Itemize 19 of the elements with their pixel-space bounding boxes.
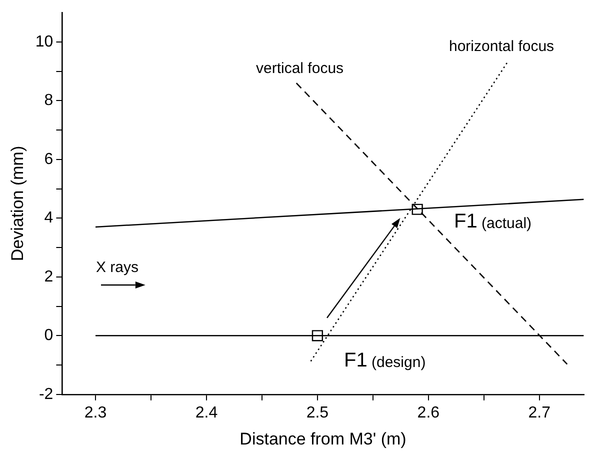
annotation: horizontal focus [449,38,554,56]
x-tick-label: 2.7 [528,404,551,422]
x-tick-label: 2.4 [195,404,218,422]
x-tick-label: 2.5 [306,404,329,422]
y-tick-label: 6 [44,150,54,168]
x-tick-label: 2.6 [417,404,440,422]
annotation: F1 (design) [344,350,426,372]
annotation: vertical focus [256,60,344,78]
annotation: X rays [96,259,139,276]
x-tick-label: 2.3 [84,404,107,422]
y-tick-label: -2 [38,386,54,403]
y-tick-label: 10 [35,33,54,50]
y-tick-label: 0 [44,327,54,344]
annotation: F1 (actual) [454,210,532,233]
y-tick-label: 4 [44,210,54,227]
y-tick-label: 8 [44,92,54,110]
y-tick-label: 2 [44,268,54,286]
y-axis-title: Deviation (mm) [8,146,27,262]
x-axis-title: Distance from M3' (m) [240,429,406,448]
